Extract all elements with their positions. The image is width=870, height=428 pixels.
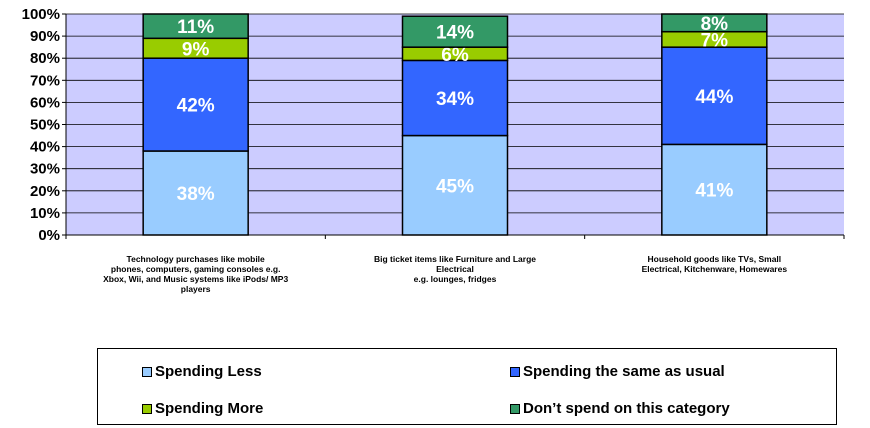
legend-swatch — [142, 403, 152, 414]
x-category-label: Big ticket items like Furniture and Larg… — [355, 254, 555, 284]
x-category-label-line: Technology purchases like mobile — [126, 254, 265, 264]
legend-swatch — [142, 366, 152, 377]
x-category-label-line: e.g. lounges, fridges — [413, 274, 497, 284]
bar-segment — [401, 59, 509, 137]
stacked-bar-chart: 0% 10% 20% 30% 40% 50% 60% 70% 80% 90% 100% 38% 42% 9… — [22, 6, 845, 244]
data-label: 45% — [436, 176, 474, 197]
x-category-label-line: Electrical, Kitchenware, Homewares — [641, 264, 788, 274]
legend: Spending Less Spending the same as usual S… — [97, 348, 837, 425]
legend-label: Spending Less — [155, 363, 262, 380]
data-label: 34% — [436, 89, 474, 110]
x-category-label-line: Household goods like TVs, Small — [647, 254, 782, 264]
bar-segment — [142, 57, 249, 152]
bar-segment — [142, 150, 249, 236]
legend-item: Spending Less — [142, 363, 262, 380]
bar-segment — [661, 143, 768, 236]
data-label: 14% — [436, 23, 474, 44]
bar-segment — [401, 134, 509, 236]
y-tick-label: 20% — [30, 183, 60, 200]
y-tick-label: 50% — [30, 117, 60, 134]
data-label: 42% — [177, 96, 215, 117]
x-category-label: Technology purchases like mobile phones, … — [96, 254, 296, 294]
y-tick-label: 80% — [30, 50, 60, 67]
y-tick-label: 30% — [30, 161, 60, 178]
y-tick-label: 100% — [22, 6, 60, 23]
y-tick-label: 0% — [38, 227, 60, 244]
data-label: 6% — [441, 45, 469, 66]
x-category-label-line: players — [180, 284, 211, 294]
data-label: 7% — [701, 30, 729, 51]
x-category-label-line: Big ticket items like Furniture and Larg… — [373, 254, 536, 274]
x-category-label-line: Xbox, Wii, and Music systems like iPods/… — [103, 274, 289, 284]
legend-label: Spending More — [155, 400, 264, 417]
legend-item: Spending More — [142, 400, 263, 417]
legend-item: Spending the same as usual — [510, 363, 725, 380]
data-label: 41% — [695, 181, 733, 202]
y-tick-label: 60% — [30, 94, 60, 111]
y-tick-label: 70% — [30, 72, 60, 89]
x-category-label: Household goods like TVs, Small Electrica… — [614, 254, 814, 274]
y-tick-label: 90% — [30, 28, 60, 45]
legend-swatch — [510, 403, 520, 414]
y-tick-label: 40% — [30, 139, 60, 156]
bar-segment — [661, 46, 768, 146]
y-tick-label: 10% — [30, 205, 60, 222]
data-label: 44% — [695, 87, 733, 108]
legend-label: Spending the same as usual — [523, 363, 725, 380]
data-label: 38% — [177, 184, 215, 205]
legend-item: Don’t spend on this category — [510, 400, 730, 417]
data-label: 9% — [182, 39, 210, 60]
x-category-label-line: phones, computers, gaming consoles e.g. — [110, 264, 281, 274]
bar-segment — [661, 13, 768, 33]
bar-segment — [142, 13, 249, 40]
data-label: 8% — [701, 14, 729, 35]
bar-segment — [401, 15, 509, 48]
data-label: 11% — [177, 17, 214, 38]
legend-label: Don’t spend on this category — [523, 400, 730, 417]
legend-swatch — [510, 366, 520, 377]
